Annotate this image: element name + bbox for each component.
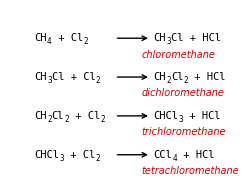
Text: Cl: Cl [52,111,64,121]
Text: 2: 2 [166,76,171,85]
Text: Cl + Cl: Cl + Cl [52,72,95,82]
Text: CHCl: CHCl [154,111,179,121]
Text: 2: 2 [64,115,69,124]
Text: + HCl: + HCl [188,72,226,82]
Text: Cl: Cl [171,72,183,82]
Text: CH: CH [154,33,166,43]
Text: CHCl: CHCl [34,150,60,160]
Text: CH: CH [154,72,166,82]
Text: 4: 4 [172,154,177,163]
Text: CH: CH [34,72,47,82]
Text: chloromethane: chloromethane [141,50,215,60]
Text: 3: 3 [60,154,64,163]
Text: CCl: CCl [154,150,172,160]
Text: CH: CH [34,111,47,121]
Text: dichloromethane: dichloromethane [141,88,224,99]
Text: + Cl: + Cl [64,150,95,160]
Text: 2: 2 [47,115,52,124]
Text: + Cl: + Cl [69,111,100,121]
Text: trichloromethane: trichloromethane [141,127,226,137]
Text: tetrachloromethane: tetrachloromethane [141,166,239,176]
Text: 2: 2 [100,115,105,124]
Text: 2: 2 [95,154,100,163]
Text: 4: 4 [47,37,52,46]
Text: + HCl: + HCl [177,150,215,160]
Text: 2: 2 [95,76,100,85]
Text: Cl + HCl: Cl + HCl [171,33,221,43]
Text: 3: 3 [47,76,52,85]
Text: CH: CH [34,33,47,43]
Text: + HCl: + HCl [183,111,221,121]
Text: 2: 2 [83,37,88,46]
Text: + Cl: + Cl [52,33,83,43]
Text: 3: 3 [179,115,183,124]
Text: 2: 2 [183,76,188,85]
Text: 3: 3 [166,37,171,46]
